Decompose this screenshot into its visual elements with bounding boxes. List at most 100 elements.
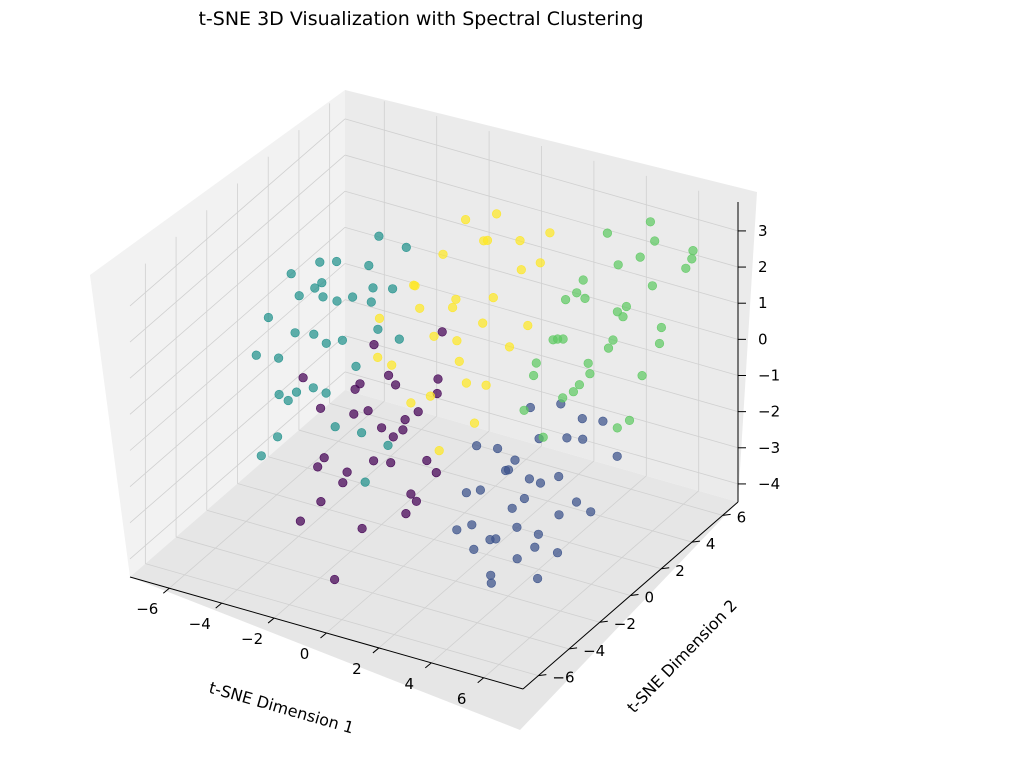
y-gridline [329,402,723,516]
data-point [332,296,342,306]
data-point [251,350,261,360]
data-point [290,328,300,338]
data-point [574,380,585,390]
data-point [492,209,502,219]
data-point [645,217,656,227]
data-point [330,574,340,585]
data-point [585,369,595,379]
data-point [274,389,284,400]
data-point [467,520,477,530]
y-tick-label: 2 [675,562,685,580]
data-point [310,283,320,293]
z-gridline [344,299,739,413]
z-tick-label: −4 [758,475,780,493]
y-axis-ticks: −6 −4 −2 0 2 4 6 [538,508,747,687]
data-point [355,379,365,389]
z-gridline [129,227,346,415]
data-point [516,265,526,275]
data-point [635,252,645,262]
y-tick-label: 6 [737,508,747,526]
z-axis-ticks: −4 −3 −2 −1 0 1 2 3 [738,222,780,493]
z-gridline [129,190,346,379]
data-point [438,249,448,259]
data-point [486,578,496,588]
data-point [612,423,622,433]
data-point [532,573,543,584]
data-point [400,415,410,425]
data-point [452,525,462,535]
data-point [321,388,331,398]
data-point [388,432,398,442]
x-tick-label: −2 [241,630,263,648]
data-point [342,467,352,477]
data-point [656,322,667,333]
data-point [461,488,472,498]
data-point [330,422,340,432]
data-point [552,548,563,558]
data-point [621,301,632,312]
data-point [538,432,548,442]
data-point [647,281,658,291]
data-point [560,295,571,305]
z-gridline [344,154,739,268]
data-point [348,292,358,302]
data-point [618,312,628,322]
plot-area: −6 −4 −2 0 2 4 6 −6 −4 −2 0 2 4 6 −4 −3 −2 −1 0 1 2 3 [90,90,780,730]
z-tick-label: −2 [758,403,780,421]
data-point [486,570,496,580]
z-gridline [129,371,346,560]
data-point [454,356,464,367]
x-tick-label: −4 [189,615,211,633]
data-point [437,327,447,337]
data-point [504,342,515,352]
z-tick-label: 3 [758,222,768,240]
data-point [406,489,416,499]
data-point [535,258,545,268]
y-gridline [145,563,539,677]
data-point [533,529,544,539]
data-point [366,297,376,307]
data-point [583,358,593,368]
data-point [291,387,302,397]
data-point [562,433,572,443]
data-point [360,477,370,487]
data-point [394,334,404,344]
data-point [481,380,491,390]
y-tick-mark [691,540,700,543]
data-point [493,443,503,454]
y-tick-label: 0 [645,589,655,607]
data-point [523,320,533,331]
chart-title: t-SNE 3D Visualization with Spectral Clu… [198,8,643,30]
data-point [608,335,618,345]
data-point [256,451,266,461]
data-point [531,358,541,368]
z-gridline [129,154,346,343]
data-point [448,302,458,313]
data-point [332,256,342,267]
data-point [578,275,588,285]
y-gridline [206,509,600,623]
data-point [519,405,529,415]
data-point [263,312,274,323]
data-point [688,246,698,256]
data-point [321,338,331,348]
data-point [469,418,480,428]
z-gridline [344,118,739,232]
z-tick-label: 2 [758,258,768,276]
y-gridline [237,483,631,596]
data-point [413,407,423,417]
y-tick-mark [599,620,608,623]
y-tick-label: −6 [552,669,574,687]
y-tick-mark [661,567,670,570]
data-point [482,235,493,245]
x-tick-label: 6 [457,690,467,708]
z-gridline [344,335,739,449]
data-point [386,458,396,468]
y-gridline [268,456,662,570]
x-tick-mark [320,632,327,639]
data-point [637,371,647,381]
y-tick-label: −2 [614,615,636,633]
data-point [401,508,411,519]
data-point [510,455,520,465]
z-tick-label: 0 [758,330,768,348]
